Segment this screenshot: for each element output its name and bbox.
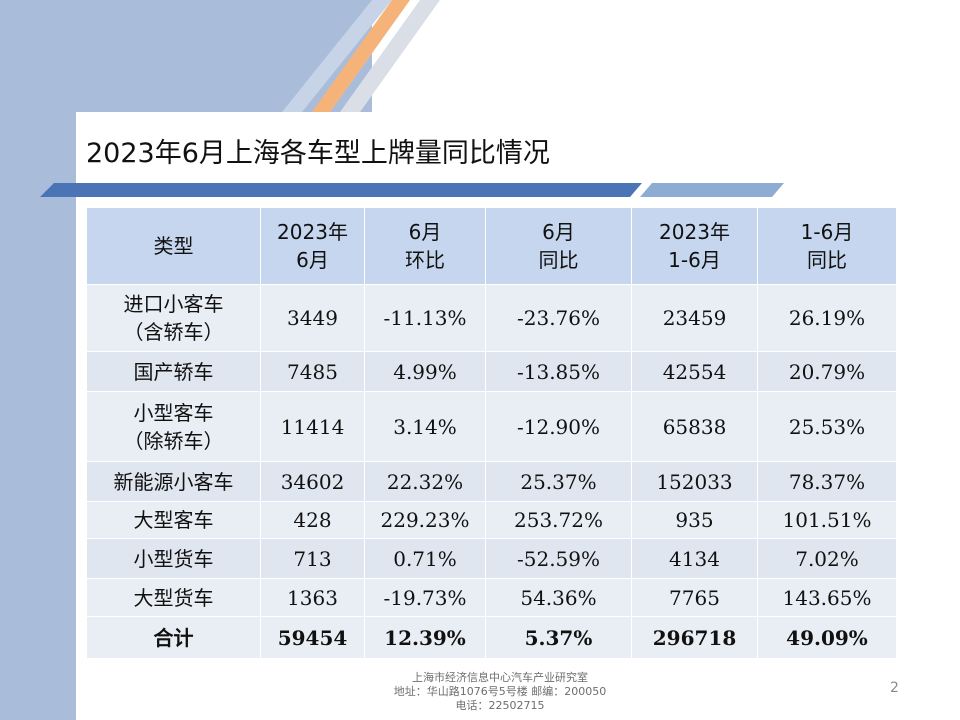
header-text: 6月 [408, 220, 442, 244]
header-jun-2023: 2023年 6月 [260, 207, 365, 285]
cell-mom: 0.71% [364, 538, 486, 579]
title-underline-bar [40, 183, 784, 197]
cell-ytd-yoy: 49.09% [757, 616, 897, 659]
type-text: 大型货车 [133, 585, 214, 610]
header-ytd-yoy: 1-6月同比 [757, 207, 897, 285]
cell-jun: 11414 [260, 391, 365, 462]
cell-type: 小型客车 （除轿车） [86, 391, 261, 462]
cell-yoy: 253.72% [485, 501, 632, 539]
header-text: 同比 [538, 248, 579, 272]
cell-ytd-yoy: 7.02% [757, 538, 897, 579]
header-text: 类型 [153, 234, 194, 258]
cell-type: 新能源小客车 [86, 461, 261, 502]
cell-type: 大型客车 [86, 501, 261, 539]
footer-org: 上海市经济信息中心汽车产业研究室 [412, 671, 588, 684]
cell-jun: 713 [260, 538, 365, 579]
footer-phone: 电话：22502715 [455, 699, 545, 712]
header-text: 环比 [405, 248, 445, 272]
cell-yoy: 25.37% [485, 461, 632, 502]
title-panel [76, 112, 960, 192]
cell-ytd: 7765 [631, 578, 758, 617]
table-row: 进口小客车 （含轿车） 3449 -11.13% -23.76% 23459 26… [86, 284, 897, 352]
cell-ytd-yoy: 26.19% [757, 284, 897, 352]
diagonal-stripe-light [282, 0, 392, 112]
header-text: 同比 [807, 248, 847, 272]
cell-ytd-yoy: 20.79% [757, 351, 897, 392]
cell-mom: 12.39% [364, 616, 486, 659]
table-row: 小型客车 （除轿车） 11414 3.14% -12.90% 65838 25.5… [86, 391, 897, 462]
type-text: 大型客车 [133, 508, 214, 532]
footer-contact: 上海市经济信息中心汽车产业研究室 地址：华山路1076号5号楼 邮编：20005… [330, 671, 670, 713]
type-text: （除轿车） [123, 428, 224, 453]
cell-yoy: 54.36% [485, 578, 632, 617]
header-ytd-2023: 2023年 1-6月 [631, 207, 758, 285]
cell-yoy: -13.85% [485, 351, 632, 392]
header-text: 6月 [542, 220, 575, 244]
header-text: 1-6月 [668, 248, 721, 272]
cell-mom: 22.32% [364, 461, 486, 502]
cell-jun: 34602 [260, 461, 365, 502]
footer-address: 地址：华山路1076号5号楼 邮编：200050 [393, 685, 607, 698]
table-row: 国产轿车 7485 4.99% -13.85% 42554 20.79% [86, 351, 897, 392]
cell-ytd-yoy: 78.37% [757, 461, 897, 502]
cell-ytd: 65838 [631, 391, 758, 462]
diagonal-stripe-orange [312, 0, 410, 112]
type-text: 国产轿车 [133, 359, 214, 384]
header-text: 1-6月 [800, 220, 854, 244]
cell-type: 合计 [86, 616, 261, 659]
cell-ytd: 4134 [631, 538, 758, 579]
cell-mom: -19.73% [364, 578, 486, 617]
cell-ytd: 935 [631, 501, 758, 539]
header-text: 2023年 [277, 220, 348, 244]
cell-ytd-yoy: 25.53% [757, 391, 897, 462]
table-row: 小型货车 713 0.71% -52.59% 4134 7.02% [86, 538, 897, 579]
page-number: 2 [890, 680, 899, 696]
page-title: 2023年6月上海各车型上牌量同比情况 [86, 138, 550, 169]
cell-ytd: 296718 [631, 616, 758, 659]
cell-type: 国产轿车 [86, 351, 261, 392]
header-text: 2023年 [659, 220, 730, 244]
type-text: 小型货车 [133, 546, 214, 571]
table-row: 大型客车 428 229.23% 253.72% 935 101.51% [86, 501, 897, 539]
type-text: 新能源小客车 [113, 469, 234, 494]
header-type: 类型 [86, 207, 261, 285]
table-row: 新能源小客车 34602 22.32% 25.37% 152033 78.37% [86, 461, 897, 502]
cell-yoy: -12.90% [485, 391, 632, 462]
table-total-row: 合计 59454 12.39% 5.37% 296718 49.09% [86, 616, 897, 659]
type-text: 进口小客车 [123, 292, 224, 316]
header-jun-yoy: 6月同比 [485, 207, 632, 285]
cell-jun: 59454 [260, 616, 365, 659]
type-text: （含轿车） [123, 320, 224, 344]
registration-table: 类型 2023年 6月 6月 环比 6月 同比 2023年 1-6月 1-6月 同比 进口… [86, 207, 897, 659]
type-text: 小型客车 [133, 400, 214, 425]
cell-mom: 4.99% [364, 351, 486, 392]
cell-ytd-yoy: 101.51% [757, 501, 897, 539]
cell-jun: 1363 [260, 578, 365, 617]
cell-jun: 428 [260, 501, 365, 539]
header-jun-mom: 6月环比 [364, 207, 486, 285]
cell-yoy: -52.59% [485, 538, 632, 579]
diagonal-stripe-grey [340, 0, 440, 112]
cell-type: 小型货车 [86, 538, 261, 579]
cell-mom: 3.14% [364, 391, 486, 462]
cell-jun: 7485 [260, 351, 365, 392]
background-left-band [0, 0, 76, 720]
cell-ytd: 152033 [631, 461, 758, 502]
table-header-row: 类型 2023年 6月 6月 环比 6月 同比 2023年 1-6月 1-6月 同比 [86, 207, 897, 285]
cell-ytd: 42554 [631, 351, 758, 392]
table-row: 大型货车 1363 -19.73% 54.36% 7765 143.65% [86, 578, 897, 617]
title-bar-light [640, 183, 784, 197]
cell-yoy: -23.76% [485, 284, 632, 352]
header-text: 6月 [296, 248, 329, 272]
cell-ytd-yoy: 143.65% [757, 578, 897, 617]
cell-mom: -11.13% [364, 284, 486, 352]
cell-jun: 3449 [260, 284, 365, 352]
cell-type: 进口小客车 （含轿车） [86, 284, 261, 352]
cell-yoy: 5.37% [485, 616, 632, 659]
title-bar-dark [40, 183, 642, 197]
cell-mom: 229.23% [364, 501, 486, 539]
cell-type: 大型货车 [86, 578, 261, 617]
cell-ytd: 23459 [631, 284, 758, 352]
